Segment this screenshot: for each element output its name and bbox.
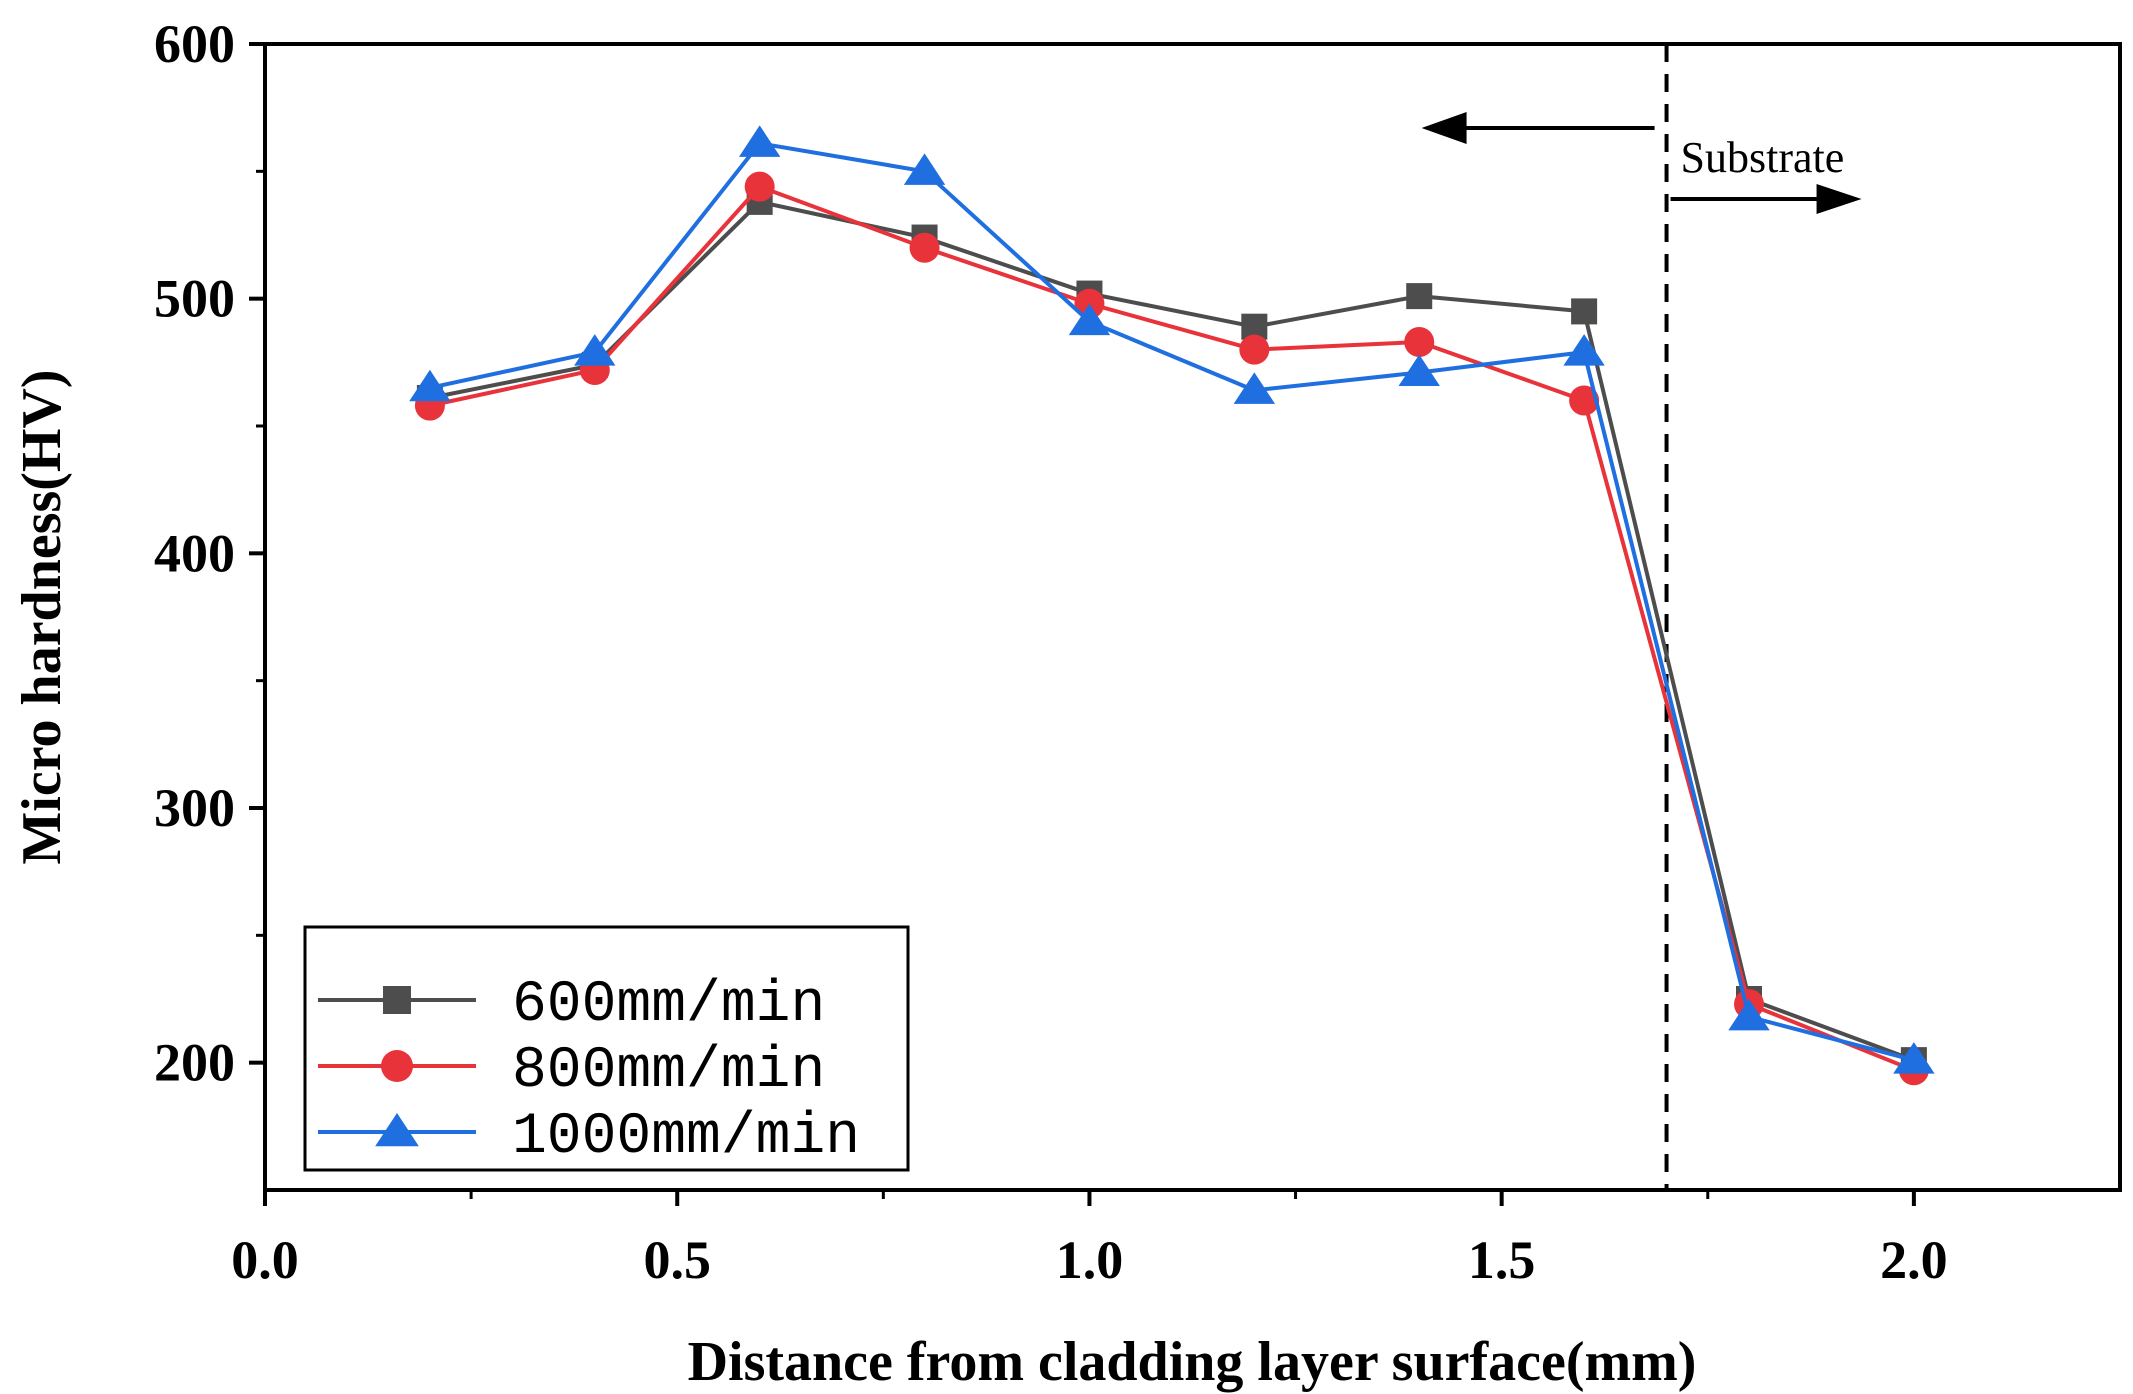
data-point — [1233, 372, 1276, 404]
x-tick-label: 0.0 — [231, 1230, 299, 1290]
data-point — [1893, 1042, 1935, 1074]
x-tick-label: 2.0 — [1880, 1230, 1948, 1290]
data-point — [1569, 385, 1600, 416]
y-tick-label: 200 — [154, 1033, 235, 1093]
legend-label: 600mm/min — [512, 973, 825, 1038]
legend-marker — [383, 986, 411, 1014]
y-tick-label: 300 — [154, 778, 235, 838]
series-line — [429, 199, 1915, 1062]
data-point — [1068, 303, 1111, 336]
x-tick-label: 1.5 — [1468, 1230, 1536, 1290]
series-layer — [409, 125, 1935, 1086]
data-point — [909, 232, 940, 263]
x-tick-label: 1.0 — [1056, 1230, 1124, 1290]
data-point — [409, 369, 451, 402]
cladding-arrow-head — [1421, 112, 1467, 144]
data-point — [903, 153, 946, 185]
data-point — [1239, 334, 1270, 365]
data-point — [1563, 334, 1605, 366]
legend-label: 1000mm/min — [512, 1105, 860, 1170]
data-point — [1398, 354, 1440, 387]
legend-label: 800mm/min — [512, 1039, 825, 1104]
series-line — [429, 184, 1915, 1073]
annotations: Substrate — [1421, 44, 1862, 1190]
data-point — [1728, 998, 1770, 1031]
substrate-arrow-head — [1816, 184, 1862, 214]
legend-marker — [381, 1050, 413, 1082]
data-point — [1404, 326, 1435, 357]
data-point — [738, 125, 781, 157]
substrate-label: Substrate — [1681, 133, 1845, 182]
data-point — [744, 171, 775, 202]
data-point — [574, 334, 616, 366]
legend-marker — [375, 1113, 419, 1147]
y-axis-ticks: 200 300 400 500 600 — [154, 14, 265, 1093]
x-axis-title: Distance from cladding layer surface(mm) — [688, 1331, 1697, 1393]
x-tick-label: 0.5 — [643, 1230, 711, 1290]
series-line — [429, 141, 1915, 1063]
y-tick-label: 400 — [154, 523, 235, 583]
y-axis-title: Micro hardness(HV) — [11, 369, 73, 864]
y-tick-label: 600 — [154, 14, 235, 74]
series-1000mm-min — [409, 125, 1935, 1074]
data-point — [1571, 298, 1598, 325]
x-axis-ticks: 0.0 0.5 1.0 1.5 2.0 — [231, 1190, 1948, 1290]
data-point — [1406, 283, 1433, 310]
y-tick-label: 500 — [154, 269, 235, 329]
